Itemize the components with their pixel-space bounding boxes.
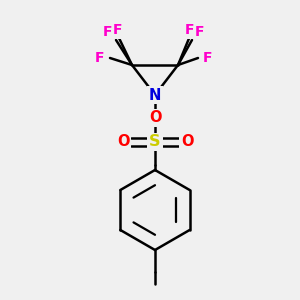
Text: F: F — [113, 23, 123, 37]
Text: F: F — [185, 23, 195, 37]
Text: O: O — [149, 110, 161, 125]
Text: S: S — [149, 134, 161, 149]
Text: O: O — [117, 134, 129, 149]
Text: F: F — [103, 25, 113, 39]
Text: F: F — [95, 51, 105, 65]
Text: F: F — [195, 25, 205, 39]
Text: F: F — [203, 51, 213, 65]
Text: O: O — [181, 134, 193, 149]
Text: N: N — [149, 88, 161, 103]
